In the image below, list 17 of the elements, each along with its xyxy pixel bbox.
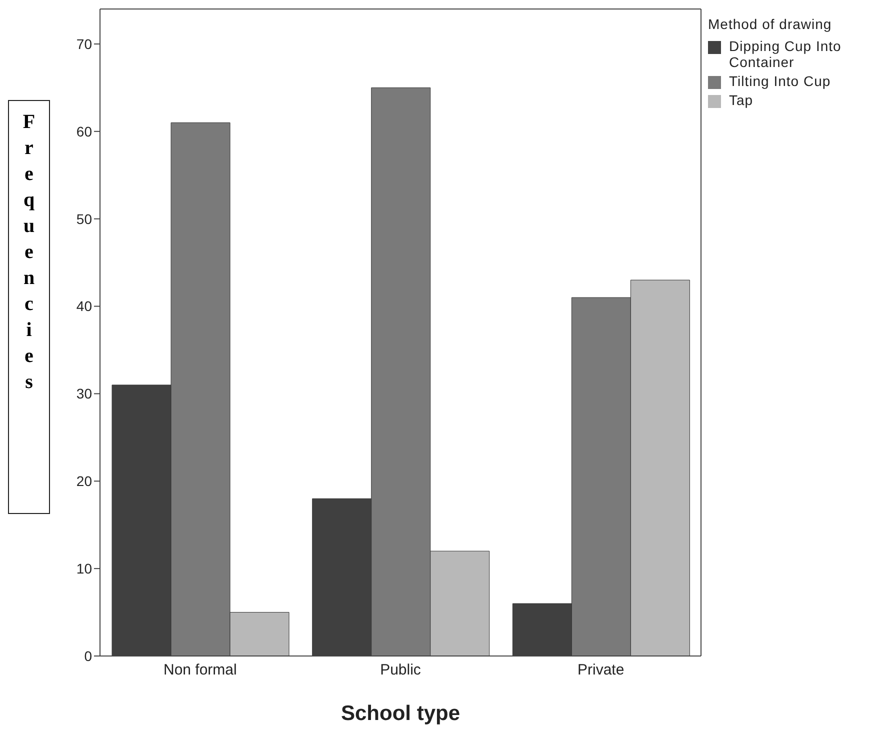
legend-title: Method of drawing (708, 16, 833, 32)
y-tick-label: 40 (76, 298, 92, 314)
y-tick-label: 10 (76, 560, 92, 577)
text: Frequencies (22, 111, 36, 393)
y-tick-label: 60 (76, 123, 92, 140)
x-tick-label: Public (380, 662, 422, 679)
legend-label: Dipping Cup Into Container (729, 38, 842, 70)
y-tick-label: 20 (76, 473, 92, 490)
legend-label: Tilting Into Cup (729, 73, 832, 89)
y-tick-label: 50 (76, 210, 92, 227)
x-axis-title: School type (340, 702, 460, 725)
y-tick-label: 70 (76, 36, 92, 52)
y-tick-label: 30 (76, 386, 92, 402)
x-tick-label: Non formal (163, 662, 237, 679)
legend-label: Tap (729, 92, 754, 108)
x-tick-label: Private (577, 662, 624, 679)
y-tick-label: 0 (84, 648, 92, 664)
